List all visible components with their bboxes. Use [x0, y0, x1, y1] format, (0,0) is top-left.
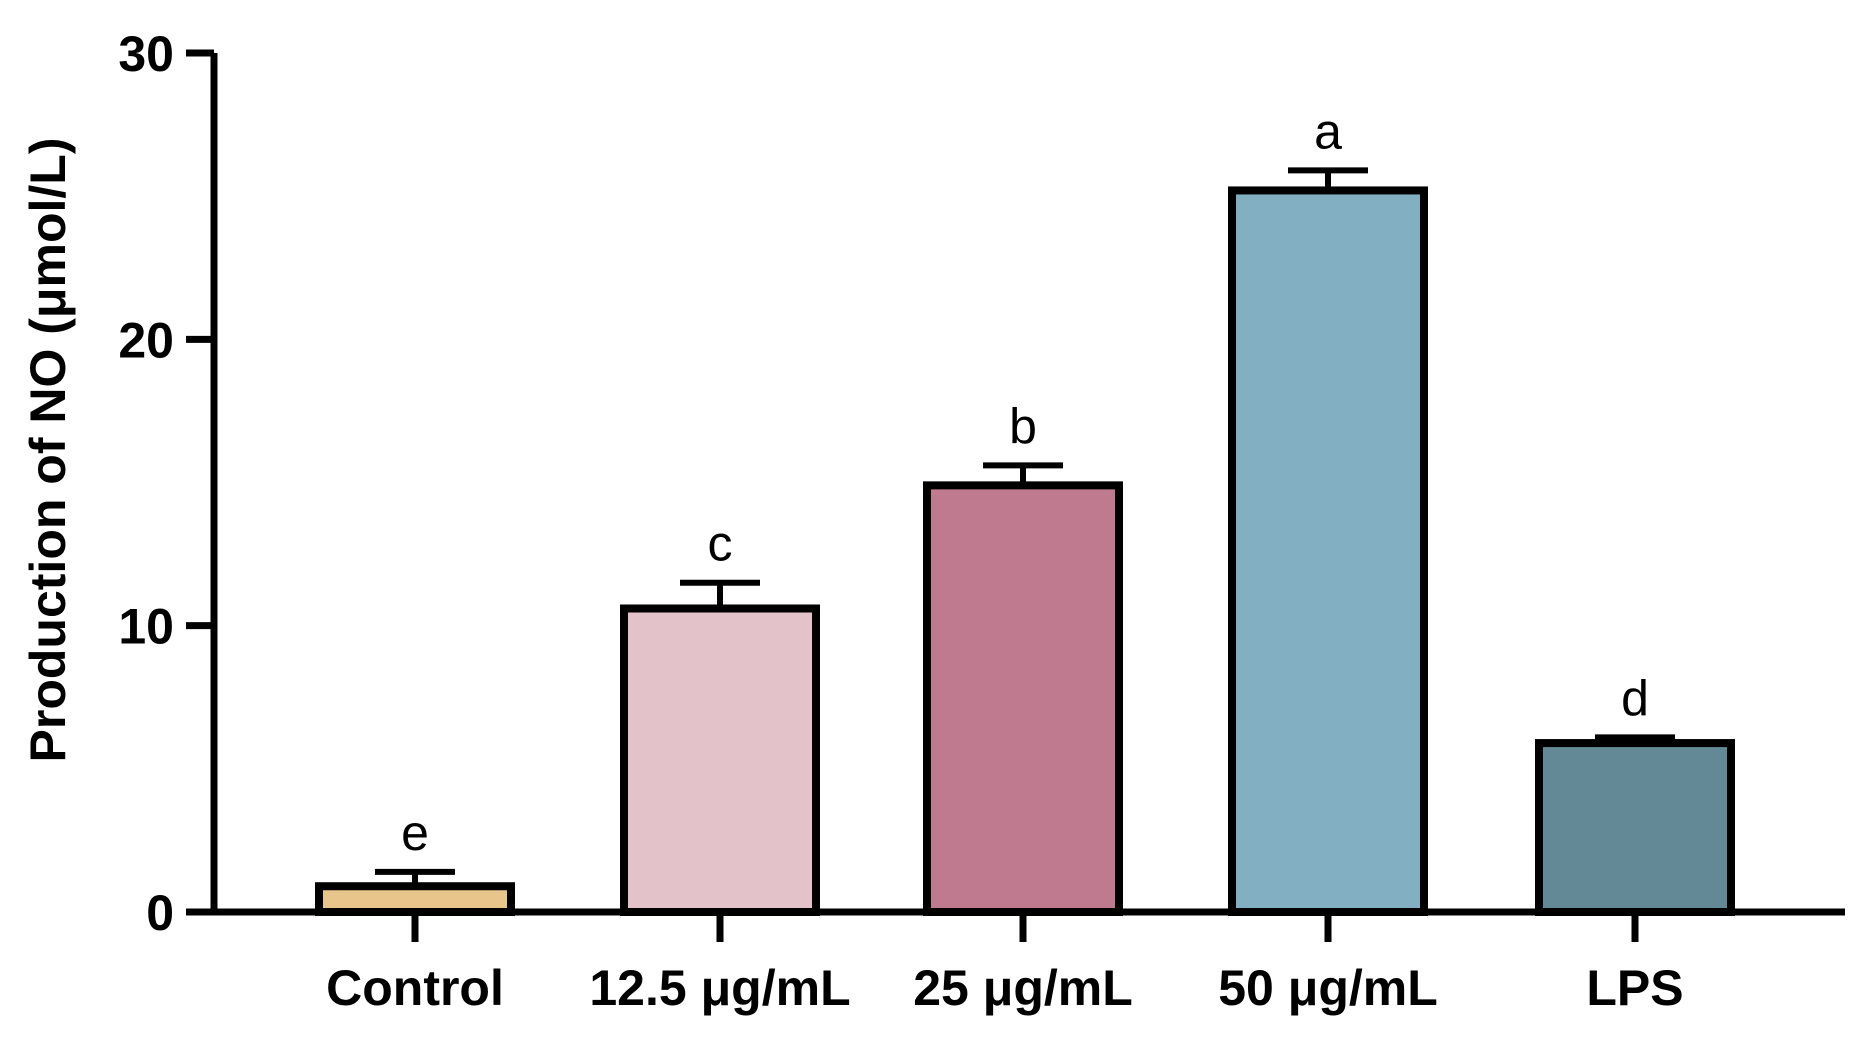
x-tick-label: LPS	[1586, 960, 1683, 1016]
bar	[923, 481, 1123, 916]
y-tick-label: 10	[118, 599, 174, 655]
plot-area: 0 10 20 30 e Control c 12.5 μg/mL b 25 μg/mL a 50 μ…	[118, 26, 1845, 1016]
y-tick-label: 0	[146, 885, 174, 941]
significance-label: e	[401, 805, 429, 861]
y-axis-title: Production of NO (μmol/L)	[20, 138, 76, 763]
significance-label: c	[708, 516, 733, 572]
x-tick-label: Control	[326, 960, 504, 1016]
significance-label: b	[1009, 398, 1037, 454]
bar	[620, 604, 820, 917]
y-tick-label: 30	[118, 26, 174, 82]
x-tick-label: 25 μg/mL	[913, 960, 1133, 1016]
bar	[1535, 739, 1735, 917]
x-tick-label: 50 μg/mL	[1218, 960, 1438, 1016]
x-tick-label: 12.5 μg/mL	[589, 960, 850, 1016]
significance-label: d	[1621, 670, 1649, 726]
y-tick-label: 20	[118, 312, 174, 368]
bar	[315, 882, 515, 916]
bar	[1228, 186, 1428, 916]
significance-label: a	[1314, 103, 1342, 159]
